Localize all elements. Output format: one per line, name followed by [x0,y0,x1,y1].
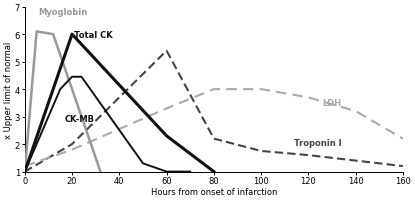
Text: CK-MB: CK-MB [65,114,95,123]
Text: LDH: LDH [322,99,342,108]
Y-axis label: x Upper limit of normal: x Upper limit of normal [4,41,13,138]
Text: Total CK: Total CK [74,31,113,39]
Text: Troponin I: Troponin I [294,139,342,147]
Text: Myoglobin: Myoglobin [38,8,87,17]
X-axis label: Hours from onset of infarction: Hours from onset of infarction [151,187,277,196]
